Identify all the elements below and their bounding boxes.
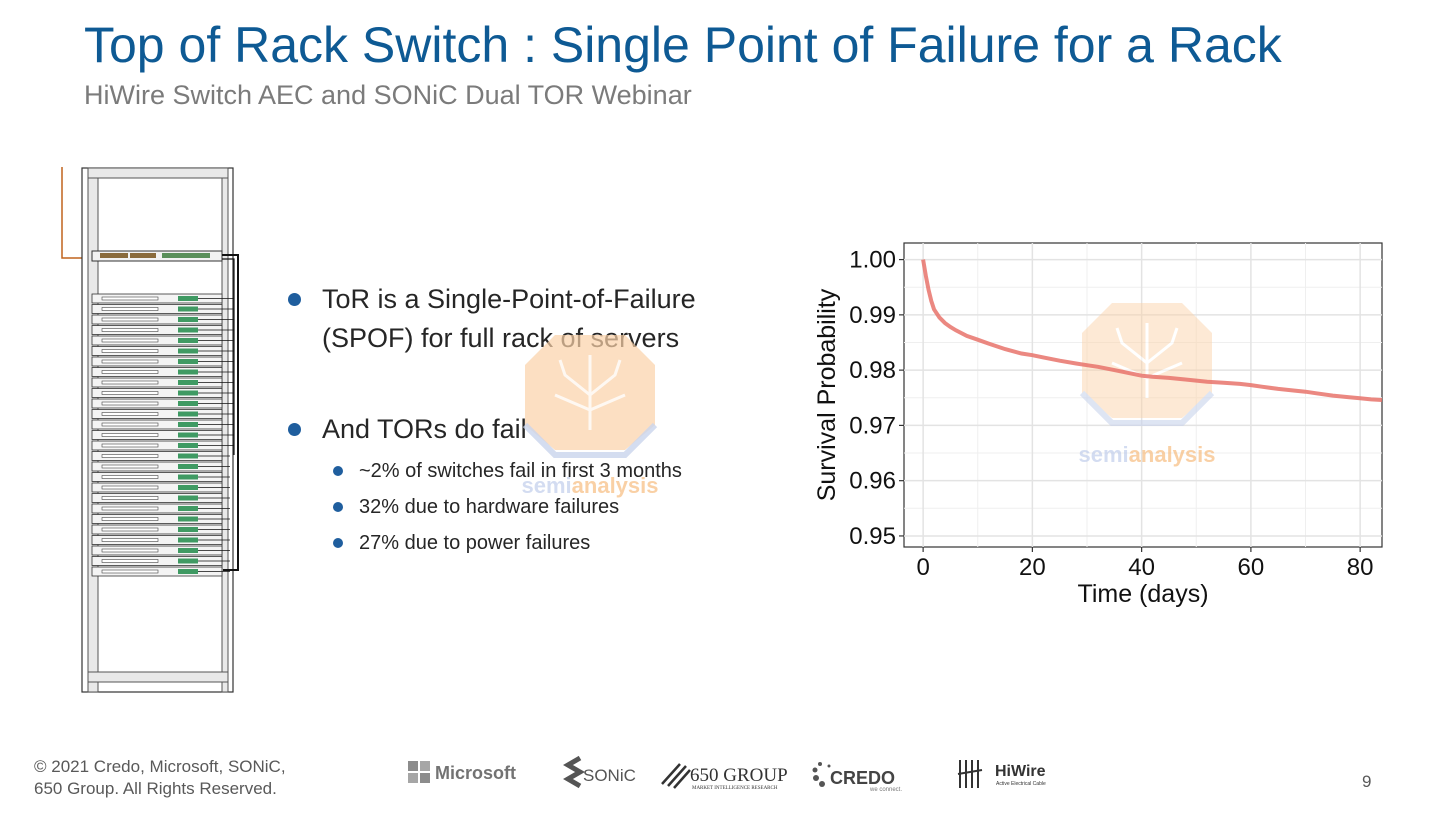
credo-wordmark: CREDO — [830, 768, 895, 788]
bullet-dot — [333, 538, 343, 548]
hiwire-wordmark: HiWire — [995, 763, 1046, 780]
bullet-text-line: ToR is a Single-Point-of-Failure — [322, 284, 696, 314]
bullet-dot — [333, 466, 343, 476]
x-tick-label: 60 — [1238, 554, 1265, 581]
credo-tagline: we connect. — [869, 787, 902, 793]
svg-text:semianalysis: semianalysis — [1079, 442, 1216, 467]
650-group-wordmark: 650 GROUP — [690, 765, 788, 786]
bullet-tors-fail: And TORs do fail — [286, 410, 756, 449]
svg-text:semianalysis: semianalysis — [522, 473, 659, 498]
page-number: 9 — [1362, 772, 1372, 791]
watermark-suffix: analysis — [1129, 442, 1216, 467]
bullet-text-line: And TORs do fail — [322, 414, 527, 444]
650-group-tagline: MARKET INTELLIGENCE RESEARCH — [692, 786, 778, 791]
hiwire-tagline: Active Electrical Cable — [996, 781, 1046, 787]
footer-line: © 2021 Credo, Microsoft, SONiC, — [34, 757, 286, 776]
credo-logo: CREDO we connect. — [812, 762, 902, 793]
y-tick-label: 0.96 — [849, 468, 896, 495]
sonic-wordmark: SONiC — [583, 766, 636, 785]
watermark-prefix: semi — [522, 473, 572, 498]
sub-bullet: 32% due to hardware failures — [286, 489, 756, 525]
copyright-footer: © 2021 Credo, Microsoft, SONiC, 650 Grou… — [34, 756, 286, 800]
survival-curve — [921, 259, 1383, 402]
bullet-dot — [288, 293, 301, 306]
slide-subtitle: HiWire Switch AEC and SONiC Dual TOR Web… — [84, 80, 692, 110]
microsoft-logo: Microsoft — [408, 761, 516, 783]
y-axis-label: Survival Probability — [813, 288, 841, 501]
y-tick-label: 1.00 — [849, 247, 896, 274]
bullet-dot — [288, 423, 301, 436]
slide-title: Top of Rack Switch : Single Point of Fai… — [84, 17, 1282, 73]
watermark-suffix: analysis — [572, 473, 659, 498]
server-rack-illustration — [61, 167, 239, 693]
sub-bullet-text: 27% due to power failures — [359, 532, 591, 554]
y-tick-label: 0.95 — [849, 523, 896, 550]
sonic-logo: SONiC — [563, 755, 636, 789]
x-tick-label: 80 — [1347, 554, 1374, 581]
y-tick-label: 0.98 — [849, 357, 896, 384]
sub-bullet-text: 32% due to hardware failures — [359, 496, 620, 518]
partner-logos: Microsoft SONiC 650 GROUP MARKET INTELLI… — [408, 755, 1046, 793]
sub-bullet-text: ~2% of switches fail in first 3 months — [359, 460, 682, 482]
chart-ticks: 0 20 40 60 80 0.95 0.96 0.97 0.98 0.99 1.00 — [849, 247, 1373, 581]
watermark-prefix: semi — [1079, 442, 1129, 467]
microsoft-wordmark: Microsoft — [435, 763, 516, 783]
sub-bullet: ~2% of switches fail in first 3 months — [286, 453, 756, 489]
y-tick-label: 0.99 — [849, 302, 896, 329]
chart-panel — [903, 242, 1383, 548]
footer-line: 650 Group. All Rights Reserved. — [34, 779, 277, 798]
sub-bullet: 27% due to power failures — [286, 525, 756, 561]
survival-probability-chart: 0 20 40 60 80 0.95 0.96 0.97 0.98 0.99 1.00 semian… — [813, 242, 1383, 608]
x-axis-label: Time (days) — [1077, 580, 1208, 608]
chart-grid — [904, 243, 1382, 547]
bullet-dot — [333, 502, 343, 512]
650-group-logo: 650 GROUP MARKET INTELLIGENCE RESEARCH — [661, 763, 788, 791]
bullet-list: ToR is a Single-Point-of-Failure (SPOF) … — [286, 280, 756, 561]
y-tick-label: 0.97 — [849, 412, 896, 439]
chart-watermark: semianalysis — [1079, 303, 1216, 467]
x-tick-label: 20 — [1019, 554, 1046, 581]
hiwire-logo: HiWire Active Electrical Cable — [957, 760, 1046, 788]
semianalysis-watermark-logo: semianalysis — [522, 335, 659, 498]
x-tick-label: 40 — [1128, 554, 1155, 581]
x-tick-label: 0 — [916, 554, 929, 581]
